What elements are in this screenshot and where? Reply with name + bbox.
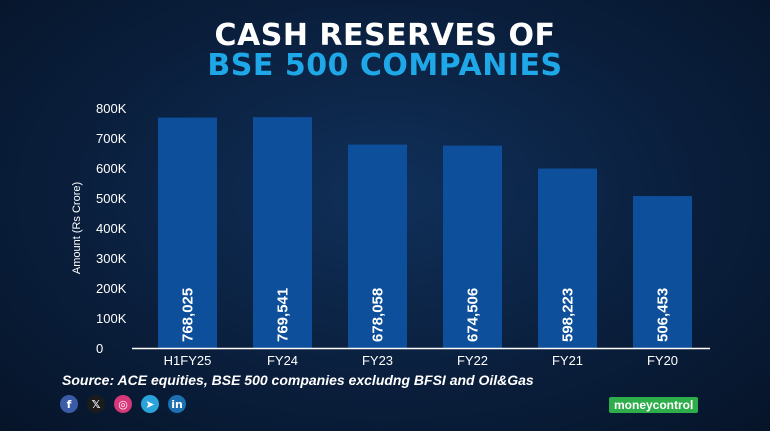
y-tick-label: 0 [96,341,103,356]
y-axis-label: Amount (Rs Crore) [71,182,83,274]
bar-fy21 [538,168,597,348]
y-tick-label: 300K [96,251,127,266]
data-label: 674,506 [465,288,482,342]
data-label: 678,058 [370,288,387,342]
chart-title-line1: CASH RESERVES OF [214,18,556,53]
x-tick-label: FY24 [267,353,298,368]
data-label: 506,453 [655,288,672,342]
y-tick-label: 200K [96,281,127,296]
x-icon[interactable]: 𝕏 [87,395,105,413]
social-icons: f 𝕏 ◎ ➤ in [60,395,186,413]
y-tick-label: 100K [96,311,127,326]
brand-logo: moneycontrol [609,397,699,413]
bar-fy24 [253,117,312,349]
telegram-icon[interactable]: ➤ [141,395,159,413]
bar-h1fy25 [158,117,217,348]
bar-fy20 [633,196,692,348]
x-tick-label: FY21 [552,353,583,368]
y-tick-label: 800K [96,101,127,116]
y-tick-label: 700K [96,131,127,146]
y-tick-label: 400K [96,221,127,236]
data-label: 768,025 [180,288,197,342]
data-label: 769,541 [275,288,292,342]
chart-title-line2: BSE 500 COMPANIES [207,48,563,83]
x-tick-label: H1FY25 [164,353,212,368]
data-label: 598,223 [560,288,577,342]
x-tick-label: FY23 [362,353,393,368]
bar-fy22 [443,145,502,348]
instagram-icon[interactable]: ◎ [114,395,132,413]
y-tick-label: 600K [96,161,127,176]
facebook-icon[interactable]: f [60,395,78,413]
bar-fy23 [348,144,407,348]
y-tick-label: 500K [96,191,127,206]
x-tick-label: FY20 [647,353,678,368]
linkedin-icon[interactable]: in [168,395,186,413]
source-note: Source: ACE equities, BSE 500 companies … [62,372,534,388]
x-tick-label: FY22 [457,353,488,368]
